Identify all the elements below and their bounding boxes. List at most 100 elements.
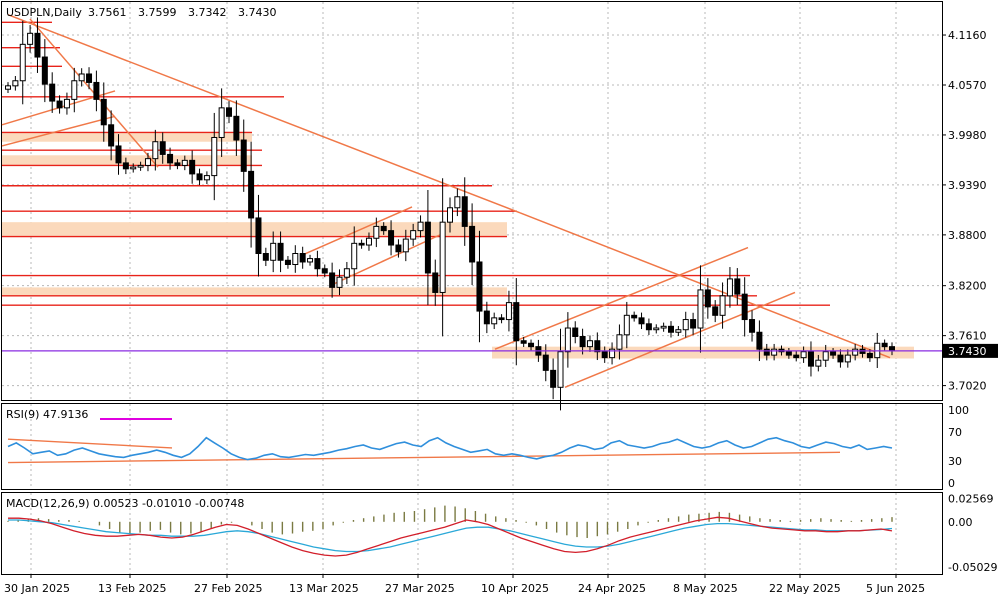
bull-candle <box>307 258 314 263</box>
bear-candle <box>793 354 800 359</box>
symbol-label: USDPLN,Daily <box>6 6 82 19</box>
high-value: 3.7599 <box>138 6 177 19</box>
bull-candle <box>491 317 498 325</box>
bull-candle <box>564 327 571 353</box>
bull-candle <box>609 348 616 359</box>
bear-candle <box>159 141 166 155</box>
bull-candle <box>447 207 453 223</box>
bull-candle <box>19 43 26 82</box>
date-label: 22 May 2025 <box>769 582 841 595</box>
bear-candle <box>321 268 328 274</box>
rsi-trend-line <box>7 438 173 449</box>
bear-candle <box>520 340 527 344</box>
bull-candle <box>71 80 78 100</box>
bear-candle <box>550 369 557 388</box>
date-label: 10 Apr 2025 <box>481 582 549 595</box>
bear-candle <box>631 314 638 319</box>
rsi-indicator <box>7 418 893 464</box>
supply-demand-zone <box>2 287 507 296</box>
bear-candle <box>594 340 601 353</box>
bull-candle <box>417 221 424 232</box>
bear-candle <box>86 73 93 83</box>
date-label: 13 Mar 2025 <box>289 582 359 595</box>
bear-candle <box>108 124 115 147</box>
bear-candle <box>807 351 814 367</box>
date-label: 5 Jun 2025 <box>866 582 925 595</box>
bear-candle <box>785 351 792 356</box>
bear-candle <box>763 348 770 356</box>
bear-candle <box>645 323 652 331</box>
rsi-level-label: 0 <box>948 477 955 490</box>
macd-level-label: 0.02569 <box>948 493 994 506</box>
bear-candle <box>196 173 203 181</box>
rsi-axis: 100 70 30 0 <box>948 404 969 490</box>
bull-candle <box>822 351 829 361</box>
bear-candle <box>226 107 232 117</box>
bull-candle <box>410 230 417 240</box>
bear-candle <box>881 342 888 348</box>
bear-candle <box>668 325 674 333</box>
bear-candle <box>167 153 174 164</box>
rsi-line <box>7 436 893 461</box>
bull-candle <box>505 302 512 321</box>
bull-candle <box>152 141 159 160</box>
date-axis: 30 Jan 2025 13 Feb 2025 27 Feb 2025 13 Mar … <box>4 574 925 595</box>
price-tick-label: 4.1160 <box>948 29 987 42</box>
current-price-tag-label: 3.7430 <box>948 345 987 358</box>
bear-candle <box>424 221 431 274</box>
bull-candle <box>78 73 85 82</box>
bear-candle <box>483 310 490 325</box>
trend-line <box>1 115 116 147</box>
bear-candle <box>704 289 711 308</box>
rsi-level-label: 100 <box>948 404 969 417</box>
bear-candle <box>122 162 129 170</box>
bear-candle <box>461 196 468 227</box>
price-tick-label: 3.8800 <box>948 229 987 242</box>
bear-candle <box>34 32 41 58</box>
bull-candle <box>439 221 446 293</box>
bear-candle <box>314 258 321 270</box>
bear-candle <box>56 100 63 109</box>
close-value: 3.7430 <box>238 6 277 19</box>
bear-candle <box>498 317 505 321</box>
bull-candle <box>815 359 822 367</box>
bear-candle <box>248 170 255 219</box>
price-tick-label: 3.8200 <box>948 280 987 293</box>
support-resistance-zones <box>2 132 914 359</box>
bull-candle <box>557 351 564 388</box>
bull-candle <box>130 166 137 170</box>
bear-candle <box>601 351 608 359</box>
bull-candle <box>852 348 859 356</box>
bear-candle <box>329 272 336 288</box>
bear-candle <box>749 319 756 333</box>
bear-candle <box>100 98 107 126</box>
bear-candle <box>756 331 763 350</box>
low-value: 3.7342 <box>188 6 227 19</box>
bear-candle <box>741 293 748 321</box>
macd-pane[interactable] <box>1 492 943 575</box>
bull-candle <box>719 295 726 316</box>
rsi-pane[interactable] <box>1 403 943 490</box>
bull-candle <box>351 242 358 270</box>
price-tick-label: 4.0570 <box>948 79 987 92</box>
date-label: 27 Mar 2025 <box>385 582 455 595</box>
bull-candle <box>771 348 778 356</box>
bear-candle <box>115 145 122 164</box>
trend-line <box>519 212 891 359</box>
rsi-title: RSI(9) 47.9136 <box>6 408 88 421</box>
bull-candle <box>27 32 34 45</box>
open-value: 3.7561 <box>88 6 127 19</box>
bull-candle <box>218 107 225 138</box>
macd-signal-line <box>8 519 893 553</box>
price-pane[interactable] <box>1 1 943 401</box>
bull-candle <box>623 314 630 336</box>
bear-candle <box>233 115 240 141</box>
macd-level-label: -0.05029 <box>948 561 997 574</box>
bull-candle <box>697 289 704 329</box>
date-label: 24 Apr 2025 <box>578 582 646 595</box>
bear-candle <box>262 253 269 261</box>
current-price-tag <box>943 343 998 358</box>
bear-candle <box>734 278 741 295</box>
supply-demand-zone <box>2 132 252 142</box>
